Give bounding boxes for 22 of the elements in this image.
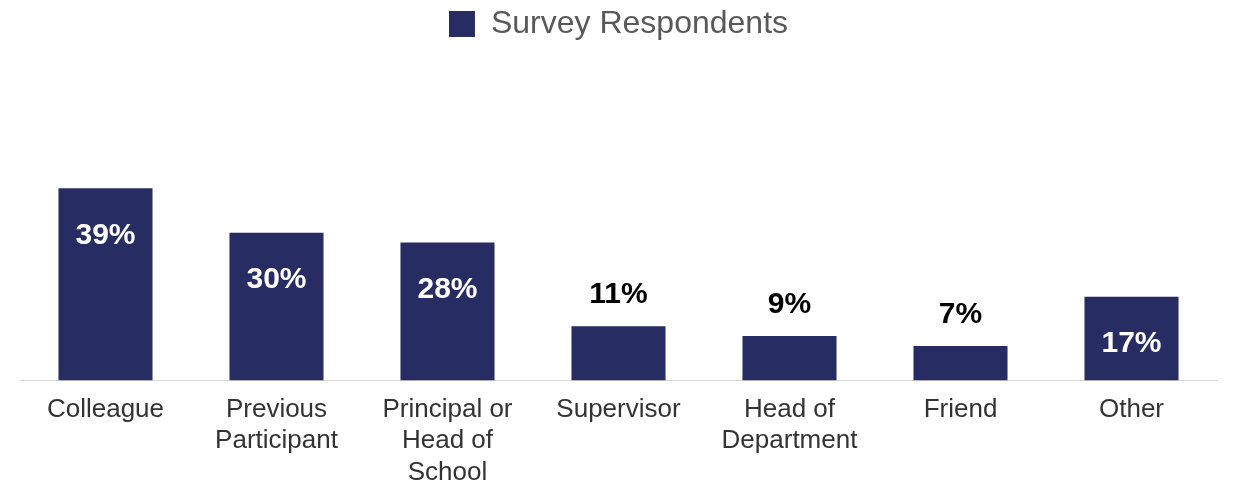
bar — [58, 188, 153, 381]
x-tick-label: Head of Department — [721, 393, 859, 455]
data-label: 7% — [938, 296, 983, 330]
x-tick-label: Friend — [923, 393, 998, 424]
data-label: 17% — [1101, 324, 1162, 358]
x-tick-label: Supervisor — [556, 393, 681, 424]
bar — [571, 326, 666, 381]
bar — [1084, 296, 1179, 381]
data-label: 39% — [75, 216, 136, 250]
bar — [400, 242, 495, 381]
x-tick-label: Colleague — [46, 393, 165, 424]
data-label: 11% — [589, 276, 648, 310]
data-label: 30% — [246, 260, 307, 294]
x-tick-label: Previous Participant — [215, 393, 339, 455]
data-label: 9% — [767, 286, 812, 320]
bar — [229, 232, 324, 381]
data-label: 28% — [417, 270, 478, 304]
legend-label: Survey Respondents — [490, 3, 789, 40]
x-tick-label: Other — [1098, 393, 1165, 424]
bar — [913, 345, 1008, 381]
x-tick-label: Principal or Head of School — [382, 393, 513, 486]
bar — [742, 336, 837, 381]
